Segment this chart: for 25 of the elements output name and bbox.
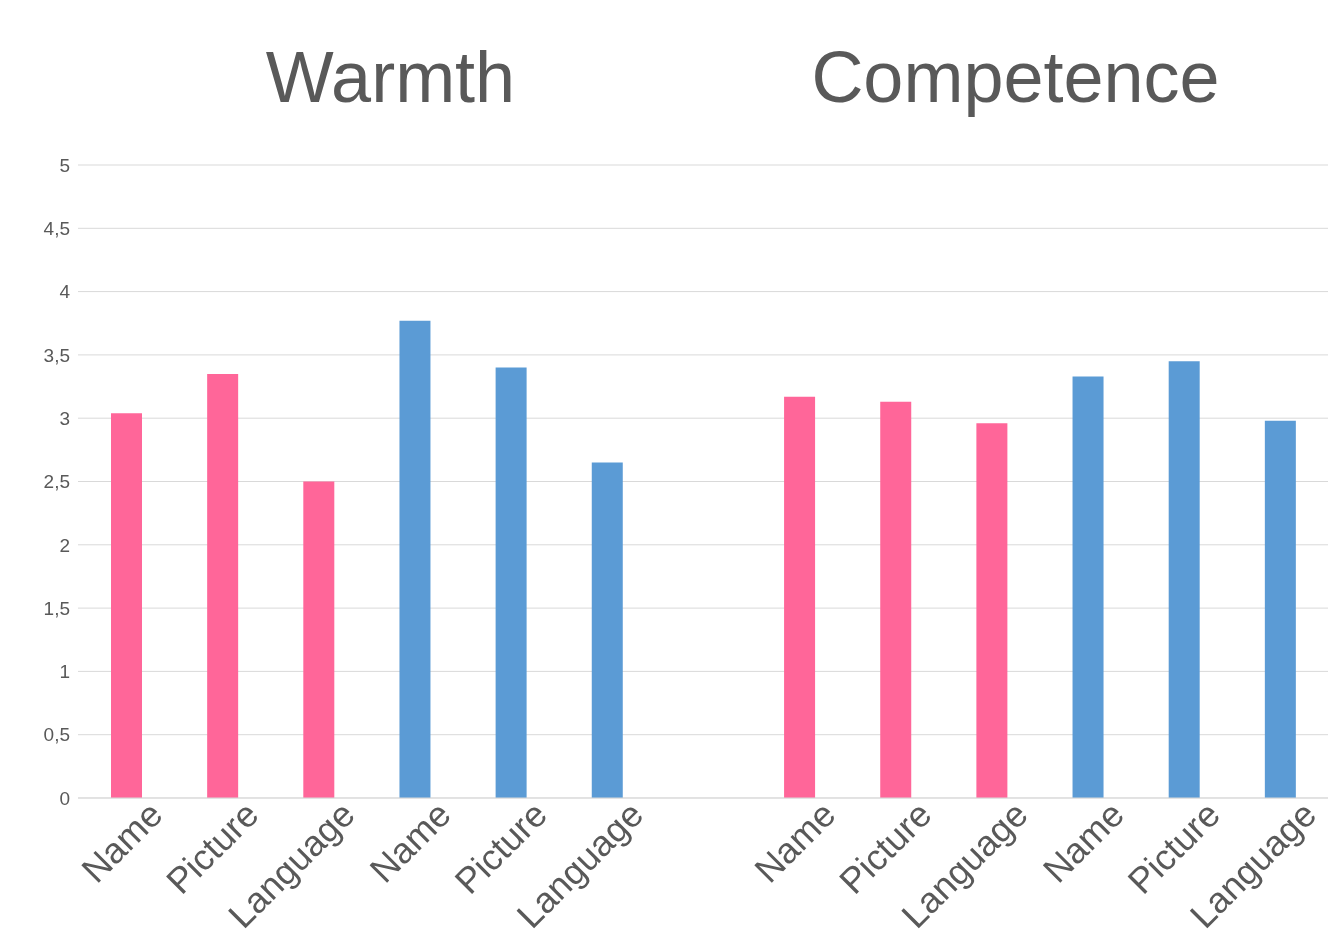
- y-tick-label: 4: [59, 281, 71, 303]
- bar: [784, 396, 816, 798]
- text: Warmth: [264, 36, 517, 118]
- bar: [976, 423, 1008, 798]
- bar: [495, 367, 527, 798]
- bar: [207, 373, 239, 798]
- y-tick-label: 4,5: [43, 218, 70, 240]
- bar: [1168, 361, 1200, 798]
- bar: [1264, 420, 1296, 798]
- bar: [303, 481, 335, 798]
- bar: [111, 413, 142, 798]
- y-tick-label: 0,5: [43, 724, 70, 746]
- y-tick-label: 1: [59, 661, 70, 683]
- text: Competence: [810, 36, 1221, 118]
- y-tick-label: 0: [59, 787, 70, 809]
- y-tick-label: 3,5: [43, 344, 70, 366]
- y-tick-label: 5: [59, 154, 70, 176]
- bar: [880, 401, 912, 798]
- bar: [1072, 376, 1104, 798]
- y-tick-label: 3: [59, 407, 70, 429]
- y-tick-label: 2: [59, 534, 70, 556]
- y-tick-label: 1,5: [43, 597, 70, 619]
- bar: [591, 462, 623, 798]
- y-tick-label: 2,5: [43, 471, 70, 493]
- bar: [399, 320, 431, 798]
